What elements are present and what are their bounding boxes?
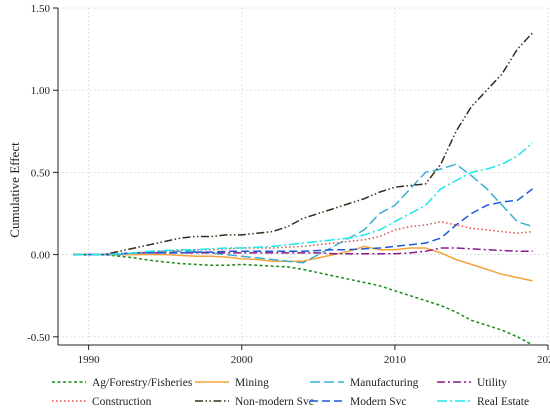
legend-label: Mining (235, 377, 269, 389)
y-tick-label: 1.50 (31, 3, 51, 15)
y-tick-label: 0.50 (31, 167, 51, 179)
series-line-non-modern-svc (73, 32, 534, 256)
y-axis-title: Cumulative Effect (7, 142, 22, 238)
y-tick-label: -0.50 (27, 332, 50, 344)
series-line-modern-svc (73, 188, 534, 256)
axes (57, 8, 548, 346)
series-lines (73, 32, 534, 346)
series-line-mining (73, 245, 533, 282)
series-line-real-estate (73, 142, 534, 256)
legend-label: Construction (92, 396, 152, 408)
legend-label: Real Estate (477, 396, 529, 408)
legend-label: Utility (477, 377, 507, 389)
series-line-construction (73, 220, 533, 256)
legend-label: Manufacturing (350, 377, 419, 389)
x-tick-label: 2020 (537, 354, 550, 366)
y-tick-label: 1.00 (31, 85, 51, 97)
y-tick-label: 0.00 (31, 250, 51, 262)
legend: Ag/Forestry/Fisheries Mining Manufacturing… (52, 377, 529, 408)
legend-label: Ag/Forestry/Fisheries (92, 377, 193, 389)
x-tick-label: 2000 (231, 354, 254, 366)
legend-label: Modern Svc (350, 396, 407, 408)
legend-label: Non-modern Svc (235, 396, 314, 408)
tick-labels: 1990 2000 2010 2020 -0.50 0.00 0.50 1.00 1.50 (27, 3, 550, 366)
x-tick-label: 2010 (384, 354, 407, 366)
x-tick-label: 1990 (78, 354, 101, 366)
